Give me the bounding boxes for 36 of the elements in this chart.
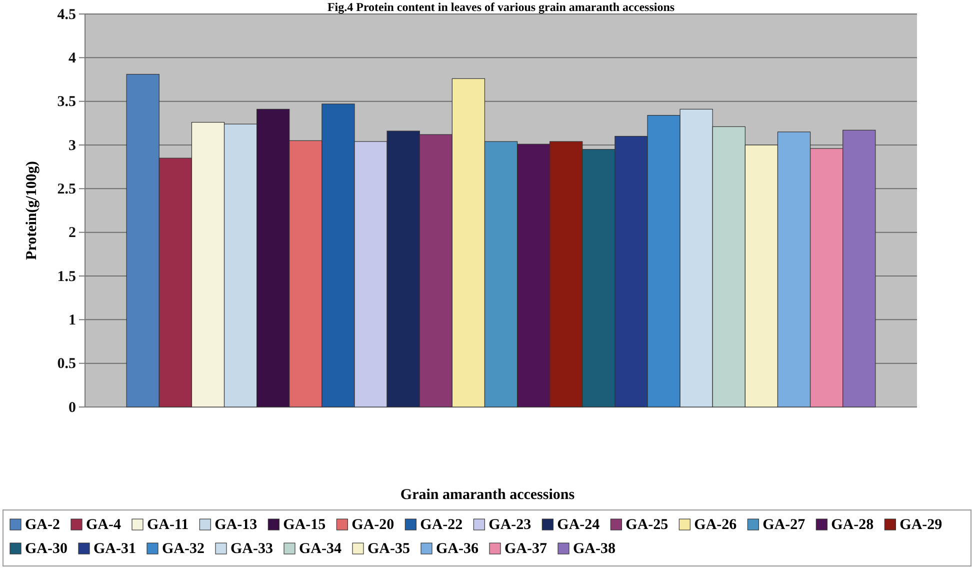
legend-label: GA-29 xyxy=(900,517,942,533)
legend-label: GA-20 xyxy=(352,517,394,533)
y-tick-label: 3.5 xyxy=(57,94,76,110)
legend-label: GA-13 xyxy=(214,517,258,533)
legend-label: GA-34 xyxy=(299,541,342,557)
y-tick-label: 4.5 xyxy=(57,6,76,23)
legend-label: GA-33 xyxy=(230,541,273,557)
legend-label: GA-2 xyxy=(25,517,60,533)
legend-label: GA-24 xyxy=(557,517,600,533)
y-axis-title: Protein(g/100g) xyxy=(24,161,40,260)
y-tick-label: 3 xyxy=(68,138,76,154)
legend-label: GA-27 xyxy=(762,517,806,533)
y-tick-label: 4 xyxy=(68,50,76,66)
legend-label: GA-15 xyxy=(283,517,326,533)
legend-label: GA-26 xyxy=(694,517,738,533)
legend-label: GA-32 xyxy=(162,541,204,557)
y-tick-label: 0 xyxy=(68,400,76,416)
y-tick-label: 1.5 xyxy=(57,268,76,285)
y-tick-label: 2 xyxy=(68,225,76,242)
x-axis-title: Grain amaranth accessions xyxy=(400,487,575,503)
legend-label: GA-31 xyxy=(94,541,136,557)
legend-label: GA-4 xyxy=(86,517,122,533)
y-tick-label: 2.5 xyxy=(57,181,76,198)
legend-label: GA-22 xyxy=(420,517,463,533)
y-tick-label: 1 xyxy=(68,312,76,328)
legend-label: GA-30 xyxy=(25,541,68,557)
chart-title: Fig.4 Protein content in leaves of various grain amaranth accessions xyxy=(327,0,675,14)
legend-label: GA-28 xyxy=(831,517,874,533)
legend-label: GA-23 xyxy=(488,517,532,533)
legend-label: GA-35 xyxy=(368,541,410,557)
y-tick-label: 0.5 xyxy=(57,356,76,372)
legend-label: GA-11 xyxy=(147,517,189,533)
legend-label: GA-36 xyxy=(436,541,479,557)
legend-label: GA-37 xyxy=(504,541,548,557)
legend-label: GA-38 xyxy=(573,541,616,557)
legend-label: GA-25 xyxy=(626,517,668,533)
